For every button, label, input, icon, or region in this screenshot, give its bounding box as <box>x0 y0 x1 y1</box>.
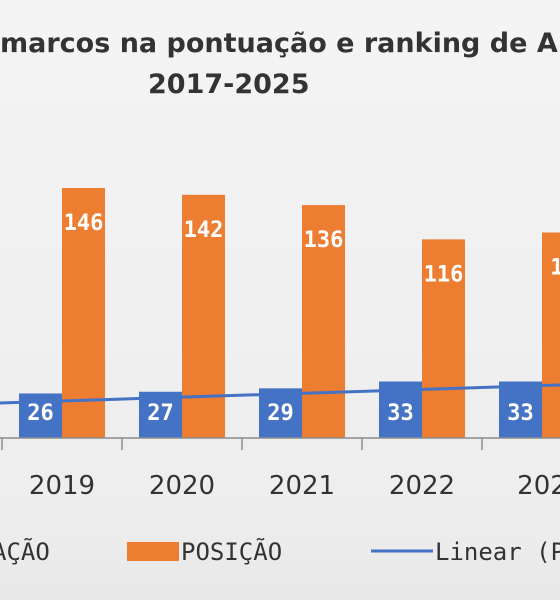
data-label-pontuacao-2: 29 <box>267 401 294 426</box>
bar-posicao-2 <box>302 205 345 438</box>
legend-label-posicao: POSIÇÃO <box>181 536 282 566</box>
data-label-posicao-3: 116 <box>424 262 464 287</box>
data-label-pontuacao-1: 27 <box>147 401 174 426</box>
chart-title: marcos na pontuação e ranking de A <box>0 28 558 59</box>
x-tick-label-1: 2020 <box>149 471 215 501</box>
legend-label-linear: Linear (P <box>435 538 560 566</box>
legend: AÇÃO POSIÇÃO Linear (P <box>0 536 560 566</box>
bar-pontuacao-2 <box>259 388 302 438</box>
data-label-posicao-4: 12 <box>550 256 560 281</box>
bar-posicao-0 <box>62 187 105 438</box>
legend-label-acao: AÇÃO <box>0 536 50 566</box>
data-label-pontuacao-3: 33 <box>387 401 414 426</box>
data-label-posicao-0: 146 <box>64 211 104 236</box>
data-label-pontuacao-4: 33 <box>507 401 534 426</box>
bars-group: 26 146 27 142 29 136 33 116 33 12 <box>19 187 560 438</box>
x-tick-label-0: 2019 <box>29 471 95 501</box>
bar-pontuacao-4 <box>499 381 542 438</box>
legend-swatch-posicao <box>127 542 179 561</box>
x-tick-label-4: 202 <box>517 471 560 501</box>
chart-subtitle: 2017-2025 <box>148 69 310 100</box>
x-ticks-group: 2019 2020 2021 2022 202 <box>1 438 560 501</box>
data-label-pontuacao-0: 26 <box>27 401 54 426</box>
x-tick-label-3: 2022 <box>389 471 455 501</box>
data-label-posicao-1: 142 <box>184 218 224 243</box>
trendline <box>0 383 560 405</box>
data-label-posicao-2: 136 <box>304 228 344 253</box>
x-tick-label-2: 2021 <box>269 471 335 501</box>
bar-posicao-3 <box>422 239 465 438</box>
